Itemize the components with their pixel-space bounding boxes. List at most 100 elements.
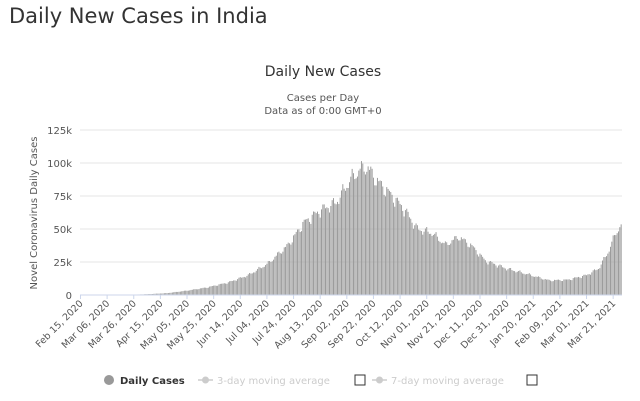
bar bbox=[570, 279, 572, 295]
bar bbox=[290, 244, 292, 295]
bar bbox=[416, 225, 418, 295]
legend-item-3day-average[interactable]: 3-day moving average bbox=[198, 376, 330, 387]
bar bbox=[355, 178, 357, 295]
bar bbox=[495, 265, 497, 295]
bar bbox=[600, 264, 602, 295]
bar bbox=[211, 286, 213, 295]
bar bbox=[578, 276, 580, 295]
bar bbox=[407, 211, 409, 295]
bar bbox=[269, 261, 271, 295]
bar bbox=[606, 256, 607, 295]
bar bbox=[527, 273, 529, 295]
bar bbox=[452, 239, 454, 295]
bar bbox=[395, 197, 397, 295]
bar bbox=[287, 242, 289, 295]
bar bbox=[302, 221, 304, 295]
bar bbox=[439, 241, 441, 295]
bar bbox=[257, 268, 259, 295]
bar bbox=[592, 270, 594, 295]
chart-title: Daily New Cases bbox=[265, 64, 381, 80]
bar bbox=[504, 268, 506, 295]
bar bbox=[580, 278, 582, 295]
legend-item-daily-cases[interactable]: Daily Cases bbox=[104, 375, 185, 387]
bar bbox=[165, 293, 167, 295]
bar bbox=[500, 265, 502, 295]
bar bbox=[253, 272, 255, 295]
bar bbox=[574, 277, 576, 295]
bar bbox=[459, 240, 461, 295]
bars bbox=[134, 161, 622, 295]
bar bbox=[566, 279, 568, 295]
bar bbox=[411, 222, 413, 295]
bar bbox=[390, 192, 392, 295]
bar bbox=[466, 242, 468, 295]
bar bbox=[396, 197, 398, 295]
bar bbox=[174, 291, 176, 295]
bar bbox=[511, 270, 513, 295]
bar bbox=[443, 243, 445, 295]
7day-checkbox[interactable] bbox=[526, 374, 538, 386]
bar bbox=[210, 286, 212, 295]
daily-cases-marker-icon bbox=[104, 375, 114, 385]
3day-checkbox[interactable] bbox=[354, 374, 366, 386]
bar bbox=[422, 234, 424, 295]
y-tick-label: 75k bbox=[53, 192, 72, 203]
bar bbox=[371, 168, 373, 295]
bar bbox=[213, 285, 215, 295]
bar bbox=[414, 225, 416, 295]
bar bbox=[384, 196, 386, 295]
bar bbox=[620, 224, 622, 295]
bar bbox=[552, 281, 554, 295]
bar bbox=[392, 202, 394, 295]
bar bbox=[426, 227, 428, 295]
bar bbox=[404, 210, 406, 295]
bar bbox=[327, 208, 329, 295]
bar bbox=[607, 253, 609, 295]
legend: Daily Cases 3-day moving average 7-day m… bbox=[104, 374, 538, 387]
bar bbox=[345, 190, 346, 295]
bar bbox=[483, 258, 485, 295]
bar bbox=[420, 231, 422, 295]
bar bbox=[496, 267, 498, 295]
bar bbox=[535, 276, 537, 295]
bar bbox=[247, 274, 249, 295]
bar bbox=[226, 283, 228, 295]
bar bbox=[468, 247, 470, 295]
bar bbox=[207, 287, 209, 295]
bar bbox=[291, 242, 293, 295]
bar bbox=[522, 273, 524, 295]
bar bbox=[510, 267, 512, 295]
bar bbox=[179, 291, 181, 295]
bar bbox=[551, 281, 553, 295]
bar bbox=[286, 244, 288, 295]
bar bbox=[274, 256, 276, 295]
bar bbox=[528, 273, 530, 295]
bar bbox=[205, 287, 207, 295]
bar bbox=[254, 272, 256, 295]
bar bbox=[185, 290, 187, 295]
bar bbox=[319, 217, 321, 295]
bar bbox=[398, 200, 400, 295]
bar bbox=[399, 203, 401, 295]
bar bbox=[173, 292, 175, 295]
bar bbox=[197, 289, 199, 295]
bar bbox=[474, 247, 476, 295]
bar bbox=[438, 240, 440, 295]
bar bbox=[588, 274, 590, 295]
chart-subtitle-line1: Cases per Day bbox=[287, 93, 359, 104]
bar bbox=[563, 279, 565, 295]
bar bbox=[277, 252, 279, 295]
bar bbox=[478, 256, 480, 295]
bar bbox=[297, 229, 299, 295]
bar bbox=[608, 251, 610, 295]
bar bbox=[313, 211, 315, 295]
bar bbox=[520, 272, 522, 295]
bar bbox=[162, 293, 164, 295]
bar bbox=[519, 270, 521, 295]
bar bbox=[289, 243, 291, 295]
bar bbox=[490, 260, 492, 295]
legend-item-7day-average[interactable]: 7-day moving average bbox=[372, 376, 504, 387]
bar bbox=[181, 291, 183, 295]
